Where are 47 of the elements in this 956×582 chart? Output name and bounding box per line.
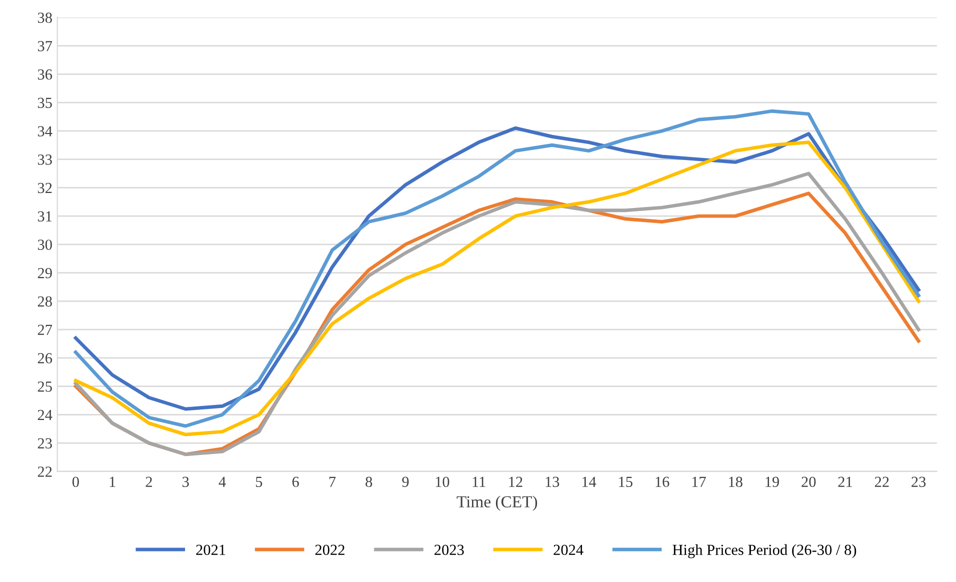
y-tick-label: 31 — [38, 211, 52, 222]
x-axis-title: Time (CET) — [456, 496, 538, 511]
y-tick-label: 37 — [38, 41, 52, 52]
x-tick-label: 4 — [218, 476, 226, 487]
legend-label: High Prices Period (26-30 / 8) — [672, 544, 856, 558]
y-tick-label: 36 — [38, 69, 52, 80]
legend-label: 2022 — [315, 544, 344, 556]
x-tick-label: 17 — [692, 476, 706, 487]
x-tick-label: 15 — [619, 476, 632, 488]
y-tick-label: 24 — [38, 410, 52, 420]
legend-label: 2021 — [196, 544, 226, 556]
y-tick-label: 32 — [38, 182, 52, 194]
x-tick-label: 0 — [72, 476, 79, 488]
x-tick-label: 2 — [146, 476, 152, 487]
x-tick-label: 1 — [110, 476, 116, 487]
y-tick-label: 35 — [38, 98, 52, 108]
y-tick-label: 38 — [38, 12, 52, 23]
y-tick-label: 29 — [38, 268, 52, 278]
x-tick-label: 14 — [582, 476, 596, 487]
x-tick-label: 18 — [729, 476, 742, 488]
y-tick-label: 22 — [38, 466, 52, 477]
x-tick-label: 5 — [256, 476, 262, 488]
x-tick-label: 12 — [509, 476, 522, 487]
x-tick-label: 19 — [766, 476, 779, 488]
y-tick-label: 28 — [38, 296, 52, 307]
x-tick-label: 20 — [802, 476, 816, 488]
x-tick-label: 3 — [182, 476, 189, 488]
x-tick-label: 10 — [436, 476, 450, 488]
x-tick-label: 11 — [472, 476, 486, 487]
y-tick-label: 30 — [38, 240, 52, 250]
y-tick-label: 26 — [38, 353, 52, 364]
y-tick-label: 33 — [38, 154, 52, 165]
x-tick-label: 16 — [656, 476, 670, 488]
y-tick-label: 34 — [38, 126, 52, 136]
legend-label: 2023 — [434, 544, 464, 556]
y-tick-label: 25 — [38, 381, 52, 392]
x-tick-label: 13 — [546, 476, 560, 488]
y-tick-label: 27 — [38, 324, 52, 335]
x-tick-label: 8 — [366, 476, 372, 488]
x-tick-label: 23 — [912, 476, 926, 488]
legend-label: 2024 — [554, 544, 584, 556]
x-tick-label: 9 — [402, 476, 409, 488]
x-tick-label: 21 — [838, 476, 852, 487]
y-tick-label: 23 — [38, 438, 52, 448]
x-tick-label: 6 — [292, 476, 299, 488]
x-tick-label: 22 — [874, 476, 889, 487]
x-tick-label: 7 — [329, 476, 336, 487]
